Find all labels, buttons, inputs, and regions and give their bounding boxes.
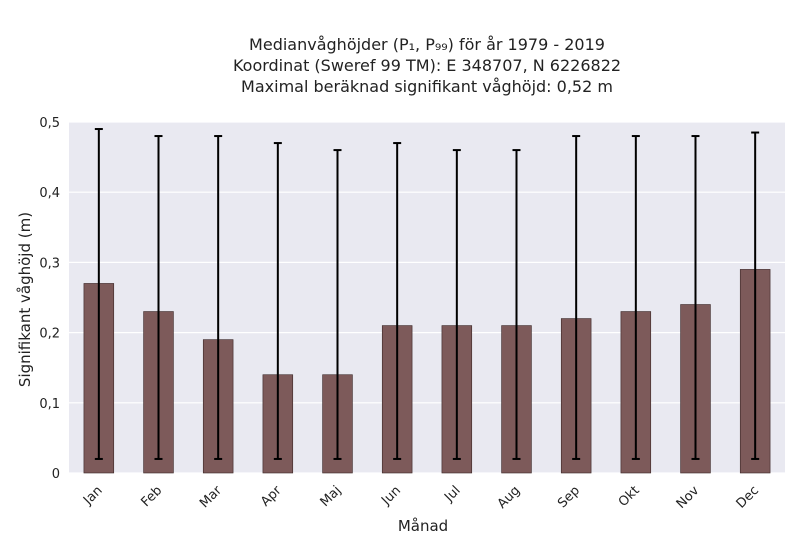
- x-tick-label: Aug: [495, 483, 524, 512]
- x-tick-label: Apr: [258, 483, 285, 510]
- y-tick-label: 0,3: [39, 256, 60, 271]
- grid-lines: [69, 121, 785, 474]
- x-axis-label: Månad: [398, 517, 448, 535]
- y-tick-label: 0: [52, 467, 60, 482]
- chart-title-line-3: Maximal beräknad signifikant våghöjd: 0,…: [241, 77, 613, 96]
- y-ticks: 0 0,1 0,2 0,3 0,4 0,5: [39, 116, 60, 482]
- x-tick-label: Mar: [197, 483, 225, 511]
- y-tick-label: 0,1: [39, 397, 60, 412]
- y-tick-label: 0,2: [39, 327, 60, 342]
- plot-area: [69, 122, 785, 473]
- x-tick-label: Feb: [138, 483, 165, 510]
- x-tick-label: Nov: [674, 483, 703, 512]
- x-tick-label: Dec: [734, 483, 762, 511]
- chart-title: Medianvåghöjder (P₁, P₉₉) för år 1979 - …: [0, 34, 800, 97]
- x-tick-label: Jan: [80, 483, 105, 508]
- x-tick-label: Maj: [318, 483, 345, 510]
- y-tick-label: 0,5: [39, 116, 60, 131]
- x-ticks: Jan Feb Mar Apr Maj Jun Jul Aug Sep Okt Nov Dec: [80, 483, 762, 512]
- x-tick-label: Okt: [616, 483, 643, 510]
- x-tick-label: Sep: [555, 483, 583, 511]
- error-bars: [94, 128, 760, 460]
- x-tick-label: Jun: [378, 483, 404, 509]
- y-axis-label: Signifikant våghöjd (m): [16, 212, 34, 387]
- chart-title-line-1: Medianvåghöjder (P₁, P₉₉) för år 1979 - …: [249, 35, 605, 54]
- chart-title-line-2: Koordinat (Sweref 99 TM): E 348707, N 62…: [232, 56, 622, 75]
- x-tick-label: Jul: [441, 483, 463, 505]
- y-tick-label: 0,4: [39, 186, 60, 201]
